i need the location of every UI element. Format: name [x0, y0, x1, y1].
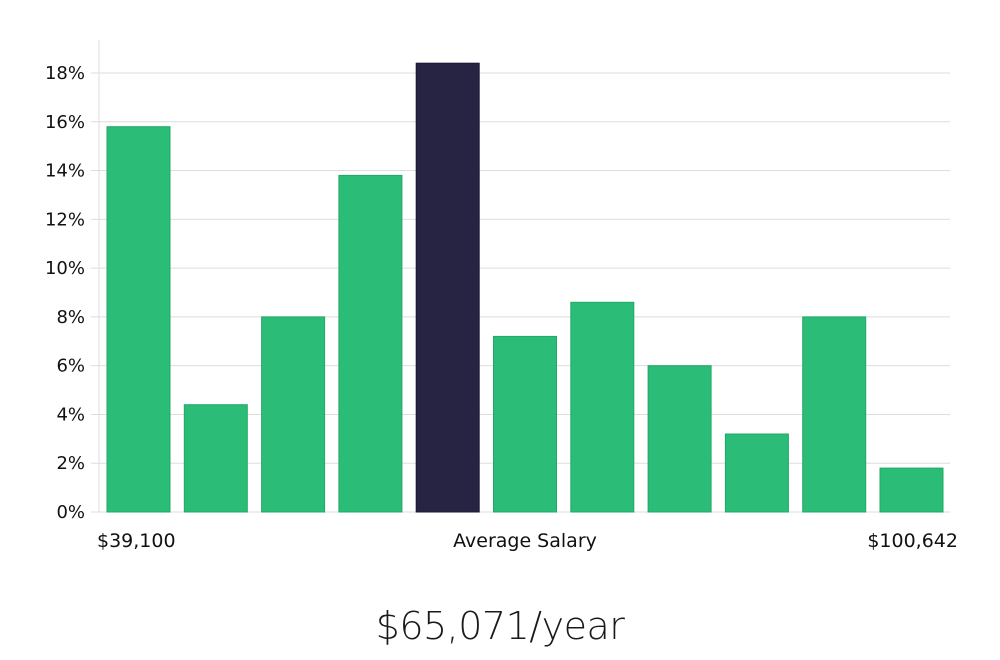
average-salary-value: $65,071/year — [375, 604, 625, 648]
y-tick-label: 10% — [45, 258, 85, 279]
bar-average — [415, 62, 480, 513]
y-tick-label: 4% — [56, 404, 85, 425]
bar — [338, 174, 403, 513]
bars — [106, 62, 944, 513]
salary-distribution-chart: 0% 2% 4% 6% 8% 10% 12% 14% 16% 18% $39,100 Averag… — [45, 40, 958, 552]
x-label-average: Average Salary — [453, 530, 597, 552]
y-tick-label: 18% — [45, 63, 85, 84]
y-axis-ticks: 0% 2% 4% 6% 8% 10% 12% 14% 16% 18% — [45, 63, 85, 523]
y-tick-label: 0% — [56, 502, 85, 523]
bar — [802, 316, 867, 513]
x-label-max: $100,642 — [867, 530, 958, 552]
y-tick-label: 2% — [56, 453, 85, 474]
bar — [106, 126, 171, 513]
y-tick-label: 14% — [45, 161, 85, 182]
bar — [183, 404, 248, 513]
bar — [724, 433, 789, 513]
y-tick-label: 6% — [56, 356, 85, 377]
bar — [647, 365, 712, 513]
bar — [261, 316, 326, 513]
y-tick-label: 16% — [45, 112, 85, 133]
x-label-min: $39,100 — [97, 530, 176, 552]
bar — [879, 467, 944, 513]
y-tick-label: 12% — [45, 209, 85, 230]
bar — [570, 301, 635, 513]
bar — [493, 335, 557, 513]
y-tick-label: 8% — [56, 307, 85, 328]
